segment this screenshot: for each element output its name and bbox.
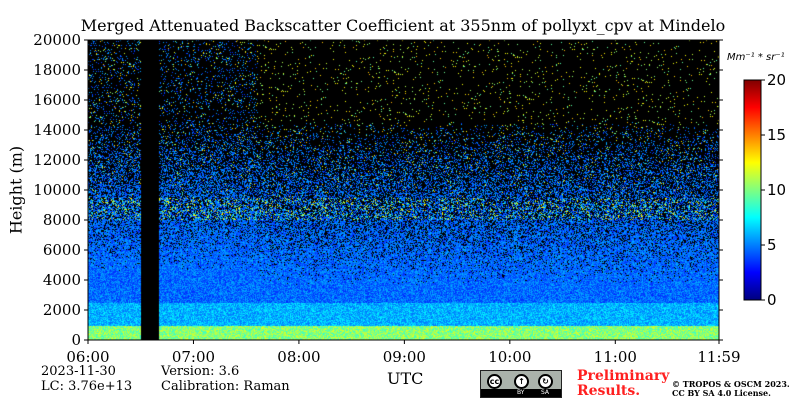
preliminary-line-2: Results. bbox=[577, 383, 641, 399]
x-tick-label: 08:00 bbox=[277, 348, 320, 366]
colorbar-tick-label: 0 bbox=[767, 291, 777, 309]
copyright-line-2: CC BY SA 4.0 License. bbox=[672, 388, 771, 398]
badge-by-label: BY bbox=[517, 389, 525, 396]
y-tick-label: 18000 bbox=[33, 61, 81, 79]
colorbar-tick-label: 15 bbox=[767, 126, 786, 144]
colorbar-tick-label: 5 bbox=[767, 236, 777, 254]
x-tick-label: 06:00 bbox=[66, 348, 109, 366]
creative-commons-badge: cc ↑ ↻ BY SA bbox=[480, 370, 562, 398]
calibration-method: Calibration: Raman bbox=[161, 379, 290, 394]
y-axis-label: Height (m) bbox=[7, 146, 26, 234]
preliminary-notice: Preliminary Results. bbox=[577, 369, 669, 399]
y-tick-label: 8000 bbox=[43, 211, 81, 229]
y-tick-label: 6000 bbox=[43, 241, 81, 259]
y-tick-label: 2000 bbox=[43, 301, 81, 319]
colorbar bbox=[743, 79, 762, 301]
colorbar-tick-label: 10 bbox=[767, 181, 786, 199]
preliminary-line-1: Preliminary bbox=[577, 368, 670, 384]
y-tick-label: 16000 bbox=[33, 91, 81, 109]
measurement-date: 2023-11-30 bbox=[41, 364, 116, 379]
cc-icon: cc bbox=[487, 374, 502, 389]
y-tick-label: 0 bbox=[71, 331, 81, 349]
y-tick-label: 20000 bbox=[33, 31, 81, 49]
heatmap-raster bbox=[88, 40, 719, 340]
copyright-notice: © TROPOS & OSCM 2023. CC BY SA 4.0 Licen… bbox=[672, 380, 790, 398]
badge-strip bbox=[481, 389, 561, 397]
backscatter-heatmap bbox=[88, 40, 719, 340]
chart-title: Merged Attenuated Backscatter Coefficien… bbox=[80, 16, 726, 35]
by-person-icon: ↑ bbox=[514, 374, 529, 389]
x-tick-label: 07:00 bbox=[172, 348, 215, 366]
y-tick-label: 4000 bbox=[43, 271, 81, 289]
copyright-line-1: © TROPOS & OSCM 2023. bbox=[672, 379, 790, 389]
x-tick-label: 11:00 bbox=[594, 348, 637, 366]
software-version: Version: 3.6 bbox=[161, 364, 240, 379]
lidar-constant: LC: 3.76e+13 bbox=[41, 379, 133, 394]
colorbar-tick-label: 20 bbox=[767, 71, 786, 89]
y-tick-label: 10000 bbox=[33, 181, 81, 199]
x-tick-label: 11:59 bbox=[697, 348, 740, 366]
axes: 0 2000 4000 6000 8000 10000 12000 14000 16000 180… bbox=[33, 31, 740, 366]
badge-sa-label: SA bbox=[541, 389, 550, 396]
share-alike-icon: ↻ bbox=[538, 374, 553, 389]
x-tick-label: 09:00 bbox=[383, 348, 426, 366]
y-tick-label: 12000 bbox=[33, 151, 81, 169]
x-axis-label: UTC bbox=[387, 369, 424, 388]
x-tick-label: 10:00 bbox=[488, 348, 531, 366]
colorbar-ticks: 0 5 10 15 20 bbox=[761, 71, 786, 309]
y-tick-label: 14000 bbox=[33, 121, 81, 139]
colorbar-unit-label: Mm⁻¹ * sr⁻¹ bbox=[727, 52, 785, 63]
